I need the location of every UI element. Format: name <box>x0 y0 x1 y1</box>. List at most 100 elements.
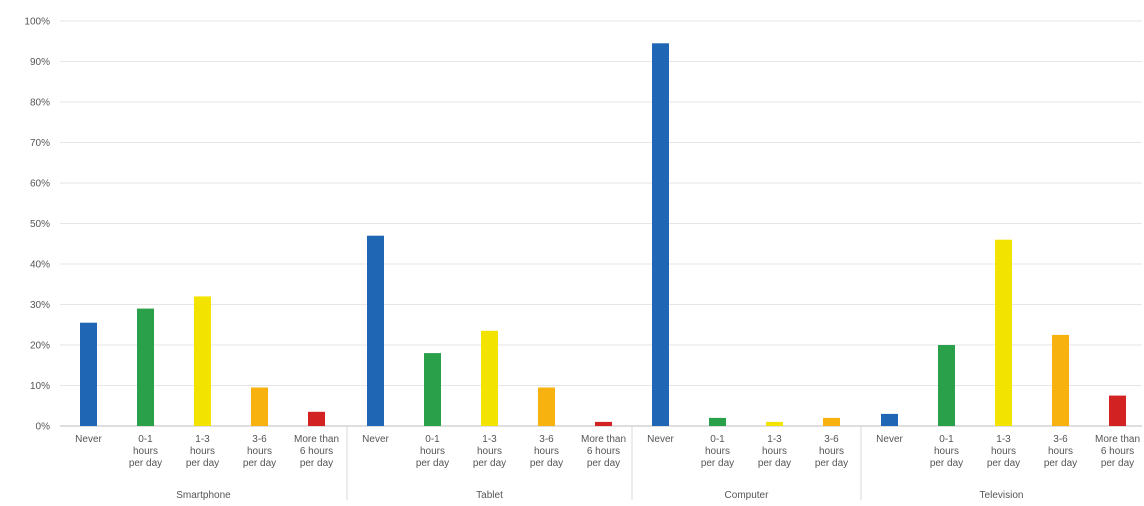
x-tick-label-line: 0-1 <box>939 434 954 445</box>
x-tick-label-line: per day <box>416 458 449 469</box>
x-tick-label-line: per day <box>587 458 620 469</box>
bar-tablet-0-1-hours-per-day <box>424 353 441 426</box>
x-tick-label-line: 0-1 <box>710 434 725 445</box>
x-tick-label-line: More than <box>581 434 626 445</box>
y-axis-ticks: 0% 10% 20% 30% 40% 50% 60% 70% 80% 90% 100% <box>24 17 50 433</box>
x-tick-label-line: Never <box>75 434 102 445</box>
x-tick-label-line: 3-6 <box>824 434 839 445</box>
x-tick-label-line: per day <box>129 458 162 469</box>
x-tick-label: 1-3 hours per day <box>987 434 1020 469</box>
y-tick-label: 70% <box>30 138 50 149</box>
x-tick-label: Never <box>876 434 903 445</box>
x-tick-label-line: hours <box>133 446 158 457</box>
y-tick-label: 0% <box>36 422 51 433</box>
bar-tablet-1-3-hours-per-day <box>481 330 498 426</box>
x-tick-label-line: 3-6 <box>539 434 554 445</box>
bar-smartphone-1-3-hours-per-day <box>194 296 211 426</box>
x-tick-label: More than 6 hours per day <box>581 434 626 469</box>
bar-smartphone-more-than-6-hours-per-day <box>308 411 325 426</box>
x-tick-label-line: hours <box>762 446 787 457</box>
bar-smartphone-3-6-hours-per-day <box>251 387 268 426</box>
x-tick-label-line: 1-3 <box>767 434 782 445</box>
x-tick-label: 3-6 hours per day <box>1044 434 1077 469</box>
bar-tablet-never <box>367 235 384 426</box>
group-label-television: Television <box>980 490 1024 501</box>
x-tick-label-line: per day <box>987 458 1020 469</box>
bar-television-never <box>881 413 898 426</box>
x-tick-label-line: per day <box>300 458 333 469</box>
x-tick-label-line: 0-1 <box>138 434 153 445</box>
bar-television-3-6-hours-per-day <box>1052 334 1069 426</box>
y-tick-label: 60% <box>30 179 50 190</box>
x-tick-label-line: 0-1 <box>425 434 440 445</box>
x-tick-label-line: hours <box>934 446 959 457</box>
x-tick-label-line: 6 hours <box>587 446 620 457</box>
x-tick-label-line: hours <box>477 446 502 457</box>
x-tick-label-line: 3-6 <box>1053 434 1068 445</box>
y-tick-label: 90% <box>30 57 50 68</box>
x-tick-label: 1-3 hours per day <box>186 434 219 469</box>
gridlines <box>60 20 1142 500</box>
x-tick-label-line: per day <box>1101 458 1134 469</box>
y-tick-label: 10% <box>30 381 50 392</box>
x-tick-label: 3-6 hours per day <box>530 434 563 469</box>
y-tick-label: 100% <box>24 17 50 28</box>
bar-television-more-than-6-hours-per-day <box>1109 395 1126 426</box>
x-tick-label-line: 6 hours <box>1101 446 1134 457</box>
y-tick-label: 40% <box>30 260 50 271</box>
x-axis-group-labels: Smartphone Tablet Computer Television <box>176 490 1023 501</box>
x-tick-label: 0-1 hours per day <box>416 434 449 469</box>
x-tick-label: 0-1 hours per day <box>930 434 963 469</box>
group-label-tablet: Tablet <box>476 490 503 501</box>
x-tick-label-line: per day <box>930 458 963 469</box>
bar-tablet-more-than-6-hours-per-day <box>595 421 612 426</box>
x-tick-label-line: 6 hours <box>300 446 333 457</box>
x-tick-label-line: hours <box>247 446 272 457</box>
x-tick-label-line: Never <box>876 434 903 445</box>
x-tick-label-line: hours <box>420 446 445 457</box>
x-tick-label-line: hours <box>705 446 730 457</box>
x-tick-label-line: hours <box>534 446 559 457</box>
x-tick-label: Never <box>647 434 674 445</box>
x-tick-label: 0-1 hours per day <box>701 434 734 469</box>
x-tick-label-line: per day <box>815 458 848 469</box>
x-tick-label-line: More than <box>294 434 339 445</box>
x-tick-label-line: per day <box>243 458 276 469</box>
bar-television-0-1-hours-per-day <box>938 345 955 426</box>
x-tick-label: 0-1 hours per day <box>129 434 162 469</box>
x-tick-label-line: 3-6 <box>252 434 267 445</box>
x-tick-label-line: per day <box>186 458 219 469</box>
x-tick-label-line: per day <box>1044 458 1077 469</box>
group-label-computer: Computer <box>725 490 770 501</box>
y-tick-label: 20% <box>30 341 50 352</box>
x-tick-label-line: 1-3 <box>996 434 1011 445</box>
x-tick-label-line: Never <box>362 434 389 445</box>
bar-computer-3-6-hours-per-day <box>823 417 840 426</box>
x-tick-label: 3-6 hours per day <box>815 434 848 469</box>
bar-smartphone-never <box>80 322 97 426</box>
x-tick-label-line: Never <box>647 434 674 445</box>
y-tick-label: 30% <box>30 300 50 311</box>
y-tick-label: 80% <box>30 98 50 109</box>
x-tick-label-line: per day <box>701 458 734 469</box>
x-tick-label-line: More than <box>1095 434 1140 445</box>
x-tick-label: Never <box>75 434 102 445</box>
x-tick-label-line: 1-3 <box>195 434 210 445</box>
bar-computer-0-1-hours-per-day <box>709 417 726 426</box>
x-tick-label: Never <box>362 434 389 445</box>
x-tick-label-line: 1-3 <box>482 434 497 445</box>
x-tick-label: 1-3 hours per day <box>473 434 506 469</box>
bar-smartphone-0-1-hours-per-day <box>137 308 154 426</box>
x-tick-label-line: hours <box>190 446 215 457</box>
x-tick-label: More than 6 hours per day <box>294 434 339 469</box>
x-tick-label-line: hours <box>819 446 844 457</box>
x-tick-label-line: per day <box>530 458 563 469</box>
x-tick-label: 1-3 hours per day <box>758 434 791 469</box>
bars <box>80 43 1126 427</box>
x-tick-label-line: per day <box>758 458 791 469</box>
bar-tablet-3-6-hours-per-day <box>538 387 555 426</box>
y-tick-label: 50% <box>30 219 50 230</box>
group-label-smartphone: Smartphone <box>176 490 231 501</box>
